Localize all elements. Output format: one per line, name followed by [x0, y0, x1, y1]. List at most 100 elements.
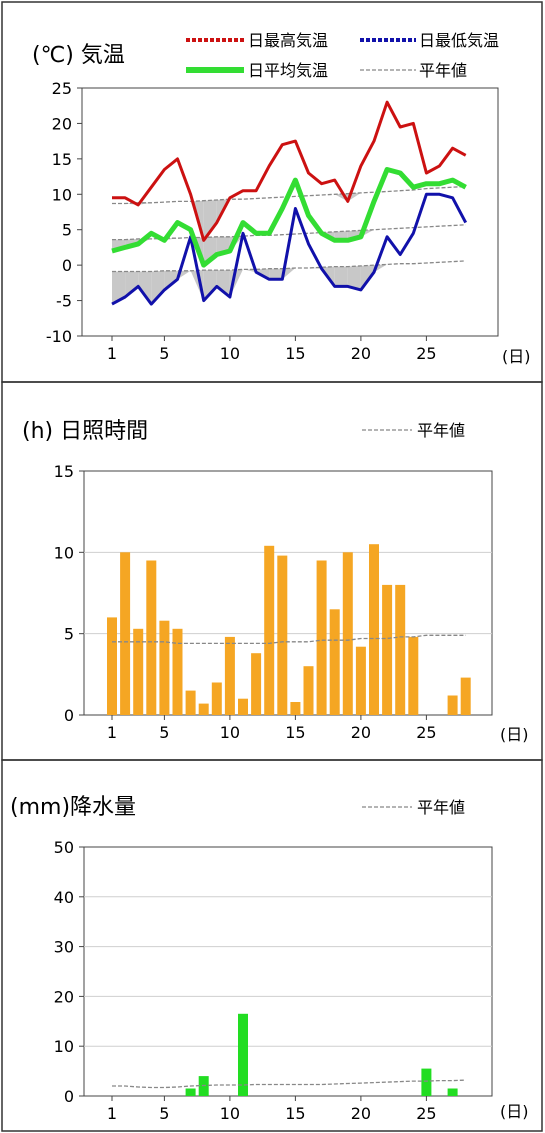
legend-avg-label: 日平均気温 — [248, 61, 328, 80]
sunshine-bar — [277, 555, 288, 715]
temp-avg-series — [111, 167, 467, 268]
temp-below-normal-shade — [203, 200, 217, 241]
temp-xtick-label: 15 — [285, 344, 305, 363]
sunshine-bar — [198, 703, 209, 715]
sunshine-ytick-label: 0 — [64, 706, 74, 725]
sunshine-bar — [303, 666, 314, 715]
precip-ytick-label: 30 — [54, 938, 74, 957]
precip-ytick-label: 40 — [54, 888, 74, 907]
precip-title: (mm)降水量 — [10, 795, 136, 820]
sunshine-bar — [107, 617, 117, 715]
precip-ytick-label: 10 — [54, 1037, 74, 1056]
temp-xtick-label: 10 — [220, 344, 240, 363]
precip-bar — [447, 1088, 458, 1096]
precip-panel-frame — [1, 759, 543, 1132]
sunshine-bar — [224, 636, 235, 715]
sunshine-ytick-label: 15 — [54, 462, 74, 481]
temp-plot-frame — [81, 87, 499, 337]
temp-ytick-label: -10 — [46, 327, 72, 346]
temp-below-normal-shade — [269, 268, 283, 280]
temp-below-normal-shade — [203, 270, 217, 301]
sunshine-xtick-label: 1 — [107, 723, 117, 742]
sunshine-normal-line — [112, 634, 466, 645]
precip-ytick-label: 50 — [54, 838, 74, 857]
precip-normal-line — [112, 1079, 466, 1089]
precip-ytick-label: 0 — [64, 1087, 74, 1106]
temp-ytick-label: 0 — [62, 256, 72, 275]
precip-plot-frame — [83, 846, 493, 1097]
precip-xlabel: (日) — [500, 1102, 529, 1121]
sunshine-legend-normal-label: 平年値 — [417, 421, 465, 440]
temp-xtick-label: 25 — [416, 344, 436, 363]
temp-xtick-label: 1 — [107, 344, 117, 363]
sunshine-bar — [264, 545, 275, 715]
legend-min-label: 日最低気温 — [419, 31, 499, 50]
temp-ytick-label: 20 — [52, 114, 72, 133]
temp-xlabel: (日) — [502, 347, 531, 366]
temp-below-normal-shade — [151, 270, 165, 305]
temp-min-series — [111, 192, 468, 306]
sunshine-xtick-label: 10 — [220, 723, 240, 742]
temp-title: (℃) 気温 — [32, 43, 125, 68]
temp-max-series — [112, 100, 467, 242]
sunshine-bar — [211, 682, 222, 715]
precip-xtick-label: 10 — [220, 1104, 240, 1123]
temp-below-normal-shade — [112, 271, 126, 305]
sunshine-bar — [238, 698, 248, 715]
sunshine-bar — [120, 552, 131, 715]
sunshine-bar — [369, 544, 379, 715]
sunshine-plot-frame — [83, 470, 493, 716]
sunshine-xtick-label: 20 — [351, 723, 371, 742]
sunshine-bar — [342, 552, 353, 715]
precip-bar — [185, 1088, 196, 1096]
precip-legend-normal-label: 平年値 — [417, 798, 465, 817]
temp-below-normal-shade — [138, 271, 152, 305]
temp-xtick-label: 5 — [159, 344, 169, 363]
sunshine-title: (h) 日照時間 — [22, 419, 148, 444]
precip-ytick-label: 20 — [54, 987, 74, 1006]
temp-xtick-label: 20 — [351, 344, 371, 363]
temp-ytick-label: 5 — [62, 221, 72, 240]
sunshine-bar — [159, 620, 170, 715]
sunshine-bar — [382, 584, 393, 715]
precip-xtick-label: 1 — [107, 1104, 117, 1123]
sunshine-bar — [133, 628, 144, 715]
precip-xtick-label: 20 — [351, 1104, 371, 1123]
temp-ytick-label: 15 — [52, 150, 72, 169]
temp-below-normal-shade — [282, 268, 296, 280]
sunshine-bar — [460, 677, 471, 715]
sunshine-xtick-label: 15 — [285, 723, 305, 742]
sunshine-ytick-label: 5 — [64, 625, 74, 644]
temp-below-normal-shade — [334, 266, 348, 287]
legend-normal-label: 平年値 — [419, 61, 467, 80]
sunshine-bar — [447, 695, 458, 715]
temp-ytick-label: -5 — [56, 292, 72, 311]
sunshine-bar — [185, 690, 196, 715]
temp-ytick-label: 25 — [52, 79, 72, 98]
sunshine-bar — [408, 636, 419, 715]
temp-below-normal-shade — [203, 236, 217, 266]
sunshine-bar — [355, 646, 366, 715]
temp-normal-line — [112, 224, 466, 241]
precip-xtick-label: 15 — [285, 1104, 305, 1123]
sunshine-bar — [329, 609, 340, 715]
precip-bar — [421, 1068, 432, 1096]
temp-below-normal-shade — [125, 271, 139, 297]
temp-below-normal-shade — [347, 265, 361, 290]
precip-xtick-label: 25 — [416, 1104, 436, 1123]
temp-ytick-label: 10 — [52, 185, 72, 204]
sunshine-bar — [172, 628, 183, 715]
sunshine-bar — [395, 584, 406, 715]
precip-bar — [238, 1013, 248, 1096]
temp-below-normal-shade — [216, 270, 230, 297]
temp-below-normal-shade — [164, 270, 178, 290]
sunshine-bar — [251, 653, 262, 715]
sunshine-ytick-label: 10 — [54, 543, 74, 562]
temp-normal-line — [112, 260, 466, 273]
sunshine-bar — [146, 560, 157, 715]
temp-legend: 日最高気温 日最低気温 日平均気温 平年値 — [186, 31, 499, 80]
temp-below-normal-shade — [243, 269, 257, 273]
precip-xtick-label: 5 — [159, 1104, 169, 1123]
